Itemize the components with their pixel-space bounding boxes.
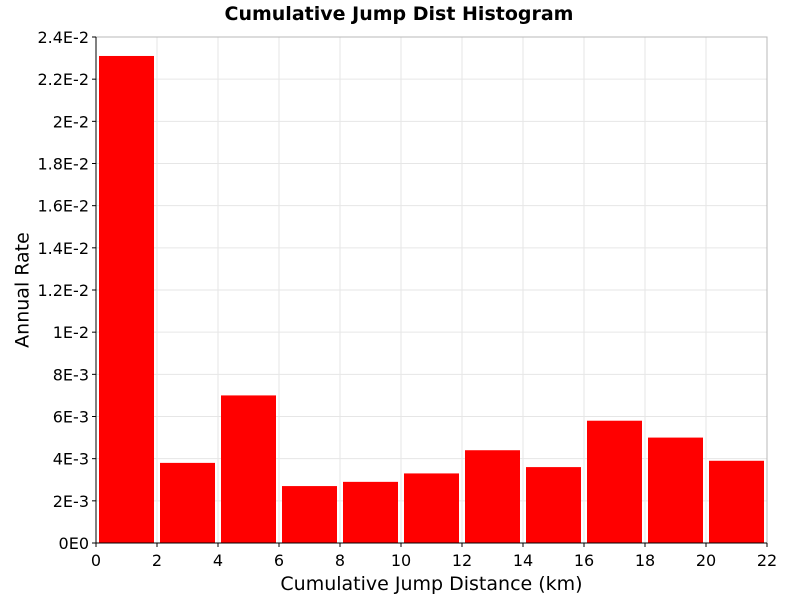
- histogram-bar: [404, 473, 459, 543]
- histogram-bar: [587, 420, 642, 543]
- histogram-bar: [648, 437, 703, 543]
- x-tick-label: 18: [635, 551, 655, 570]
- x-tick-label: 0: [91, 551, 101, 570]
- y-tick-label: 1E-2: [53, 323, 89, 342]
- y-tick-label: 1.6E-2: [37, 197, 89, 216]
- histogram-bar: [709, 460, 764, 543]
- chart-title: Cumulative Jump Dist Histogram: [225, 3, 574, 25]
- y-tick-label: 1.4E-2: [37, 239, 89, 258]
- y-tick-label: 1.2E-2: [37, 281, 89, 300]
- histogram-bar: [160, 462, 215, 543]
- histogram-bar: [221, 395, 276, 543]
- x-axis-label: Cumulative Jump Distance (km): [280, 573, 582, 595]
- y-tick-label: 8E-3: [53, 365, 89, 384]
- y-tick-label: 2.2E-2: [37, 70, 89, 89]
- x-tick-label: 8: [335, 551, 345, 570]
- y-tick-label: 2.4E-2: [37, 28, 89, 47]
- x-tick-label: 12: [452, 551, 472, 570]
- y-tick-label: 1.8E-2: [37, 155, 89, 174]
- y-tick-label: 4E-3: [53, 450, 89, 469]
- y-axis-label: Annual Rate: [12, 232, 34, 348]
- x-tick-label: 22: [757, 551, 777, 570]
- x-tick-label: 16: [574, 551, 594, 570]
- y-tick-label: 0E0: [59, 534, 89, 553]
- x-tick-label: 14: [513, 551, 533, 570]
- y-tick-label: 6E-3: [53, 408, 89, 427]
- histogram-bar: [465, 450, 520, 543]
- axes: 0E0 2E-3 4E-3 6E-3 8E-3 1E-2 1.2E-2 1.4E-2 1.6E-…: [37, 28, 777, 570]
- x-tick-label: 2: [152, 551, 162, 570]
- y-tick-label: 2E-2: [53, 112, 89, 131]
- y-tick-label: 2E-3: [53, 492, 89, 511]
- histogram-bar: [526, 467, 581, 543]
- x-tick-label: 20: [696, 551, 716, 570]
- histogram-bar: [343, 481, 398, 543]
- bars: [99, 55, 764, 543]
- x-tick-label: 4: [213, 551, 223, 570]
- x-tick-label: 10: [391, 551, 411, 570]
- histogram-bar: [282, 486, 337, 543]
- x-tick-label: 6: [274, 551, 284, 570]
- histogram-bar: [99, 55, 154, 543]
